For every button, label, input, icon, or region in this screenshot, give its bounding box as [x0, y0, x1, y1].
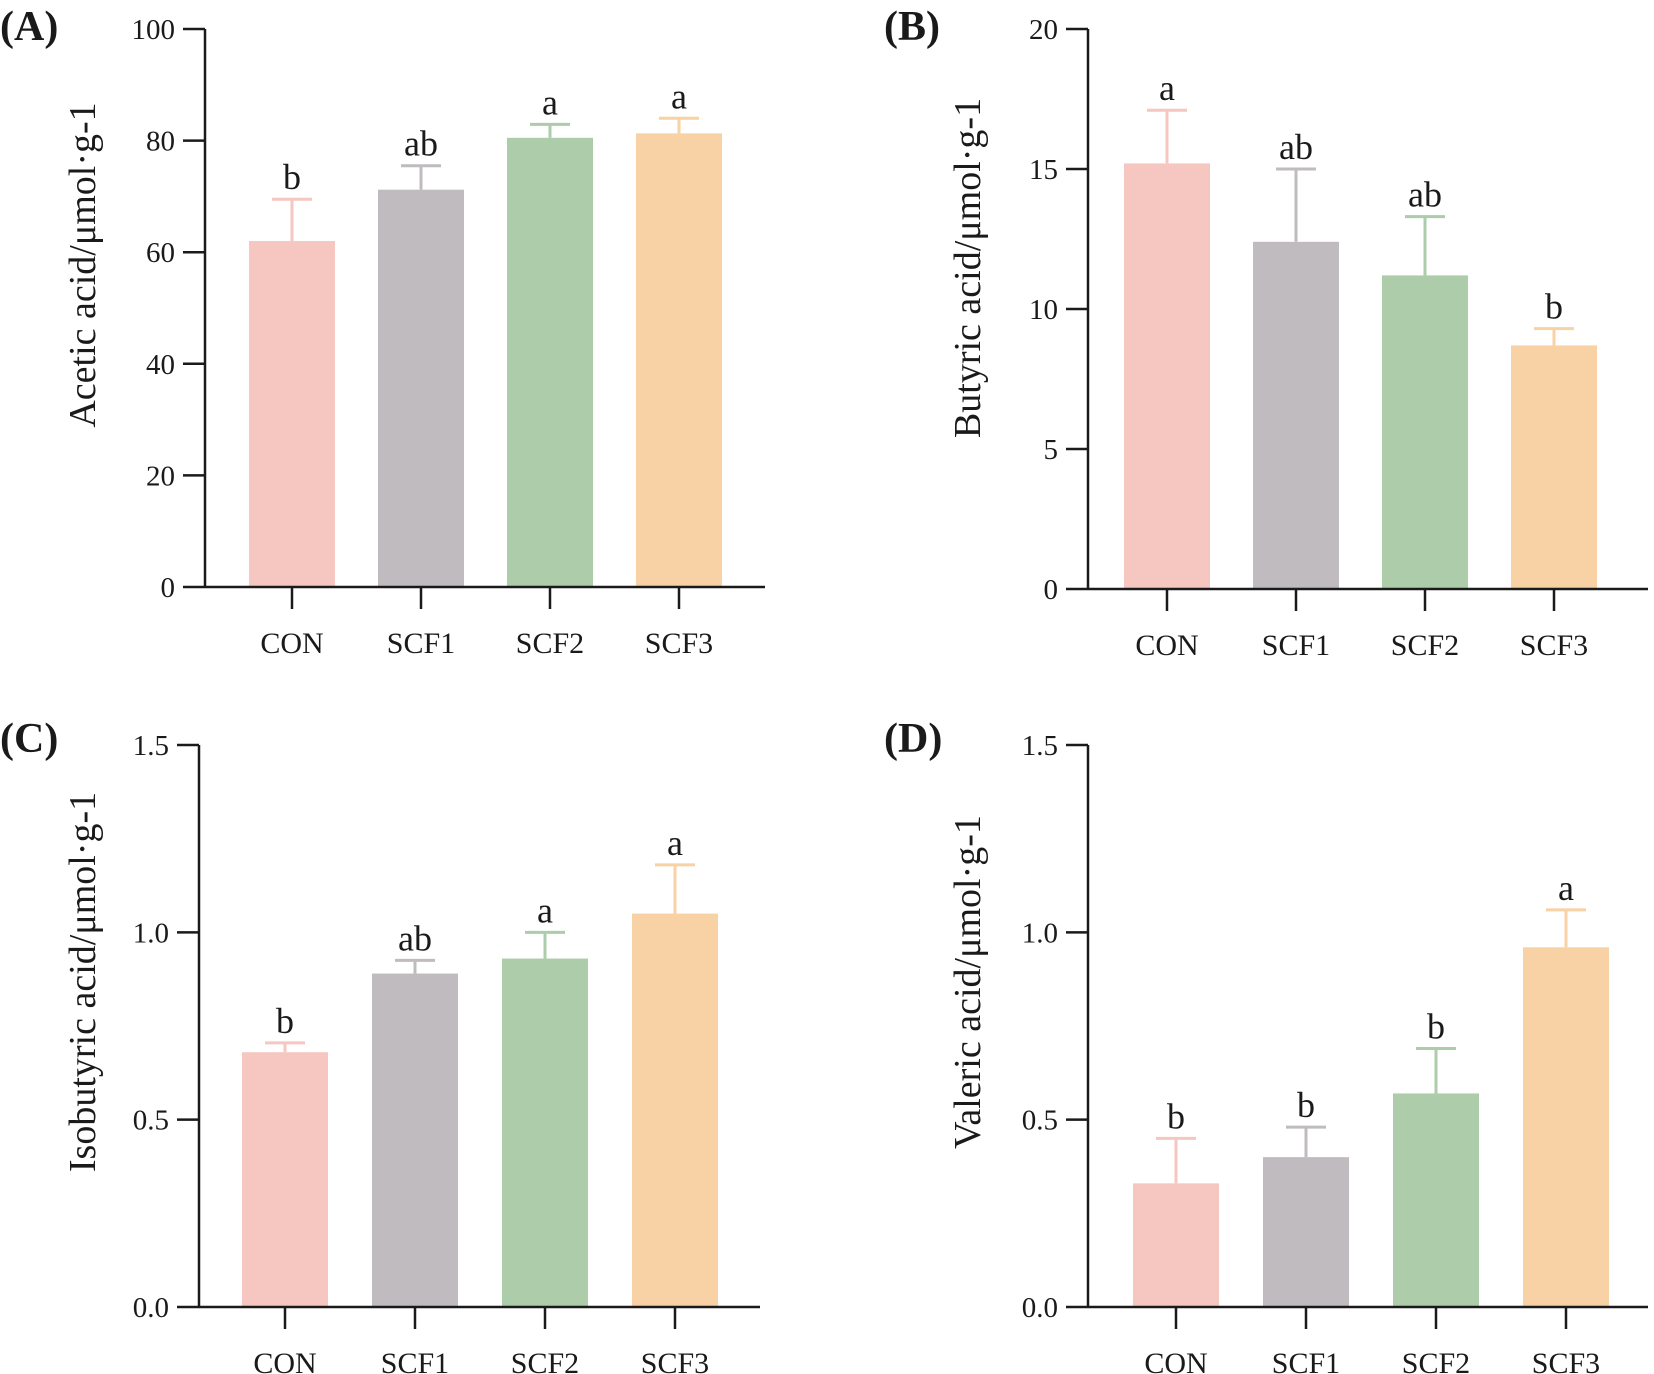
- x-tick-label: SCF1: [1272, 1347, 1340, 1374]
- bar-scf2: [507, 137, 593, 587]
- x-tick-label: SCF1: [381, 1347, 449, 1374]
- bar-scf3: [1523, 947, 1609, 1307]
- x-tick-label: SCF1: [1262, 629, 1330, 662]
- significance-label: ab: [1408, 175, 1442, 215]
- y-tick-label: 1.5: [133, 730, 169, 762]
- y-axis-title: Butyric acid/μmol·g-1: [947, 98, 989, 438]
- y-tick-label: 5: [1044, 434, 1059, 466]
- y-tick-label: 80: [146, 126, 175, 158]
- bar-con: [242, 1052, 328, 1307]
- bar-scf2: [502, 958, 588, 1307]
- bar-con: [249, 241, 335, 588]
- x-tick-label: CON: [1144, 1347, 1207, 1374]
- bar-scf3: [632, 913, 718, 1307]
- significance-label: ab: [1279, 127, 1313, 167]
- significance-label: a: [667, 823, 683, 863]
- y-tick-label: 100: [132, 14, 176, 46]
- significance-label: a: [537, 890, 553, 930]
- significance-label: a: [542, 82, 558, 122]
- plot-area: b CON ab SCF1 a SCF2 a SCF3 0.0 0.5 1.0 1.5: [133, 730, 760, 1374]
- panel-d: (D) Valeric acid/μmol·g-1 b CON b SCF1 b SCF2…: [884, 716, 1648, 1374]
- x-tick-label: SCF2: [1402, 1347, 1470, 1374]
- x-tick-label: SCF3: [645, 627, 713, 660]
- y-tick-label: 40: [146, 349, 175, 381]
- bar-con: [1133, 1183, 1219, 1307]
- y-axis-title: Isobutyric acid/μmol·g-1: [62, 792, 104, 1172]
- significance-label: b: [1427, 1006, 1445, 1046]
- panel-b: (B) Butyric acid/μmol·g-1 a CON ab SCF1 ab SC…: [884, 4, 1648, 662]
- plot-area: b CON b SCF1 b SCF2 a SCF3 0.0 0.5 1.0 1.5: [1022, 730, 1648, 1374]
- panel-a: (A) Acetic acid/μmol·g-1 b CON ab SCF1 a SCF2…: [0, 4, 765, 660]
- bar-con: [1124, 163, 1210, 589]
- x-tick-label: SCF3: [1532, 1347, 1600, 1374]
- x-tick-label: CON: [253, 1347, 316, 1374]
- y-tick-label: 0.5: [1022, 1105, 1058, 1137]
- x-tick-label: CON: [1135, 629, 1198, 662]
- y-tick-label: 0.0: [1022, 1292, 1058, 1324]
- plot-area: b CON ab SCF1 a SCF2 a SCF3 0 20 40 60 80 100: [132, 14, 765, 660]
- y-tick-label: 0: [161, 572, 176, 604]
- significance-label: b: [1167, 1096, 1185, 1136]
- y-tick-label: 10: [1029, 294, 1058, 326]
- bar-scf3: [1511, 345, 1597, 589]
- significance-label: b: [276, 1001, 294, 1041]
- significance-label: a: [1159, 68, 1175, 108]
- x-tick-label: SCF3: [1520, 629, 1588, 662]
- bar-scf2: [1393, 1093, 1479, 1307]
- significance-label: b: [1545, 287, 1563, 327]
- y-tick-label: 0.5: [133, 1105, 169, 1137]
- x-tick-label: SCF2: [511, 1347, 579, 1374]
- y-tick-label: 1.0: [133, 917, 169, 949]
- significance-label: a: [671, 76, 687, 116]
- x-tick-label: SCF2: [1391, 629, 1459, 662]
- y-axis-title: Acetic acid/μmol·g-1: [62, 102, 104, 427]
- x-tick-label: SCF2: [516, 627, 584, 660]
- significance-label: b: [1297, 1085, 1315, 1125]
- plot-area: a CON ab SCF1 ab SCF2 b SCF3 0 5 10 15 20: [1029, 14, 1648, 662]
- bar-scf1: [372, 973, 458, 1307]
- significance-label: b: [283, 157, 301, 197]
- y-tick-label: 15: [1029, 154, 1058, 186]
- panel-label: (C): [0, 716, 58, 762]
- x-tick-label: CON: [260, 627, 323, 660]
- bar-scf1: [378, 189, 464, 588]
- y-tick-label: 0: [1044, 574, 1059, 606]
- y-tick-label: 0.0: [133, 1292, 169, 1324]
- x-tick-label: SCF1: [387, 627, 455, 660]
- significance-label: a: [1558, 868, 1574, 908]
- panel-c: (C) Isobutyric acid/μmol·g-1 b CON ab SCF1 a…: [0, 716, 760, 1374]
- y-tick-label: 1.5: [1022, 730, 1058, 762]
- y-tick-label: 20: [1029, 14, 1058, 46]
- panel-label: (B): [884, 4, 940, 50]
- bar-scf3: [636, 133, 722, 587]
- bar-scf1: [1263, 1157, 1349, 1307]
- y-tick-label: 1.0: [1022, 917, 1058, 949]
- x-tick-label: SCF3: [641, 1347, 709, 1374]
- y-axis-title: Valeric acid/μmol·g-1: [947, 815, 989, 1149]
- panel-label: (D): [884, 716, 942, 762]
- bar-scf2: [1382, 275, 1468, 589]
- y-tick-label: 20: [146, 460, 175, 492]
- significance-label: ab: [404, 124, 438, 164]
- panel-label: (A): [0, 4, 58, 50]
- bar-scf1: [1253, 241, 1339, 590]
- y-tick-label: 60: [146, 237, 175, 269]
- significance-label: ab: [398, 918, 432, 958]
